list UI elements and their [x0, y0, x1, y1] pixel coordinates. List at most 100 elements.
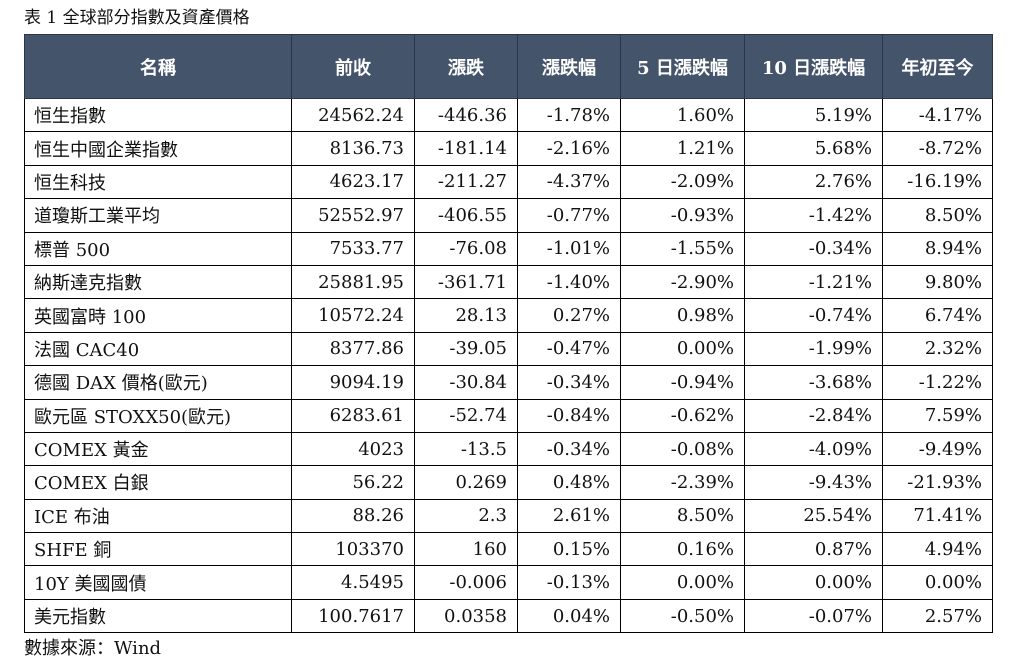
- cell-10d-change-pct: -4.09%: [744, 431, 883, 467]
- cell-name: 恒生中國企業指數: [24, 131, 292, 166]
- cell-change-pct: -0.34%: [517, 431, 621, 467]
- cell-change: -52.74: [414, 398, 518, 433]
- cell-ytd: 0.00%: [882, 565, 993, 600]
- cell-change: -406.55: [414, 198, 518, 233]
- cell-prev-close: 8136.73: [291, 131, 415, 166]
- cell-ytd: 7.59%: [882, 398, 993, 433]
- cell-change-pct: -2.16%: [517, 131, 621, 166]
- cell-5d-change-pct: 1.60%: [620, 97, 745, 133]
- cell-5d-change-pct: -2.09%: [620, 164, 745, 200]
- cell-10d-change-pct: -0.34%: [744, 231, 883, 266]
- cell-change: 0.0358: [414, 598, 518, 634]
- table-row: 恒生科技 4623.17 -211.27 -4.37% -2.09% 2.76% -16.1…: [24, 164, 993, 200]
- table-row: 德國 DAX 價格(歐元) 9094.19 -30.84 -0.34% -0.94% -3…: [24, 365, 993, 400]
- table-row: COMEX 白銀 56.22 0.269 0.48% -2.39% -9.43% -21.9…: [24, 465, 993, 500]
- header-10d-change-pct: 10 日漲跌幅: [744, 34, 883, 99]
- cell-name: 法國 CAC40: [24, 331, 292, 367]
- cell-10d-change-pct: -3.68%: [744, 365, 883, 400]
- cell-5d-change-pct: -0.62%: [620, 398, 745, 433]
- cell-5d-change-pct: 0.98%: [620, 298, 745, 333]
- cell-prev-close: 25881.95: [291, 264, 415, 300]
- cell-10d-change-pct: -2.84%: [744, 398, 883, 433]
- cell-change: 160: [414, 532, 518, 567]
- cell-name: 10Y 美國國債: [24, 565, 292, 600]
- cell-change: 0.269: [414, 465, 518, 500]
- cell-change-pct: -4.37%: [517, 164, 621, 200]
- cell-prev-close: 9094.19: [291, 365, 415, 400]
- cell-name: 恒生指數: [24, 97, 292, 133]
- cell-10d-change-pct: 0.87%: [744, 532, 883, 567]
- cell-change-pct: -0.34%: [517, 365, 621, 400]
- cell-ytd: 2.32%: [882, 331, 993, 367]
- cell-ytd: 71.41%: [882, 498, 993, 534]
- header-5d-change-pct: 5 日漲跌幅: [620, 34, 745, 99]
- cell-prev-close: 4023: [291, 431, 415, 467]
- cell-prev-close: 88.26: [291, 498, 415, 534]
- cell-10d-change-pct: -1.42%: [744, 198, 883, 233]
- cell-change-pct: 2.61%: [517, 498, 621, 534]
- cell-5d-change-pct: 0.00%: [620, 331, 745, 367]
- table-row: ICE 布油 88.26 2.3 2.61% 8.50% 25.54% 71.41%: [24, 498, 993, 534]
- cell-5d-change-pct: -0.94%: [620, 365, 745, 400]
- cell-prev-close: 4.5495: [291, 565, 415, 600]
- cell-change: -361.71: [414, 264, 518, 300]
- cell-name: 德國 DAX 價格(歐元): [24, 365, 292, 400]
- cell-ytd: -8.72%: [882, 131, 993, 166]
- cell-prev-close: 52552.97: [291, 198, 415, 233]
- cell-ytd: 4.94%: [882, 532, 993, 567]
- cell-ytd: -4.17%: [882, 97, 993, 133]
- cell-10d-change-pct: -1.99%: [744, 331, 883, 367]
- cell-ytd: 6.74%: [882, 298, 993, 333]
- header-name: 名稱: [24, 34, 292, 99]
- cell-5d-change-pct: 0.00%: [620, 565, 745, 600]
- cell-10d-change-pct: 2.76%: [744, 164, 883, 200]
- cell-name: 英國富時 100: [24, 298, 292, 333]
- cell-5d-change-pct: 0.16%: [620, 532, 745, 567]
- cell-prev-close: 10572.24: [291, 298, 415, 333]
- table-row: 納斯達克指數 25881.95 -361.71 -1.40% -2.90% -1.21% 9…: [24, 264, 993, 300]
- cell-10d-change-pct: 0.00%: [744, 565, 883, 600]
- cell-name: ICE 布油: [24, 498, 292, 534]
- cell-5d-change-pct: 8.50%: [620, 498, 745, 534]
- cell-change-pct: 0.15%: [517, 532, 621, 567]
- cell-10d-change-pct: -1.21%: [744, 264, 883, 300]
- table-row: 美元指數 100.7617 0.0358 0.04% -0.50% -0.07% 2.57%: [24, 598, 993, 634]
- cell-prev-close: 56.22: [291, 465, 415, 500]
- cell-name: 恒生科技: [24, 164, 292, 200]
- cell-5d-change-pct: -2.39%: [620, 465, 745, 500]
- table-header: 名稱 前收 漲跌 漲跌幅 5 日漲跌幅 10 日漲跌幅 年初至今: [24, 34, 993, 99]
- table-row: 法國 CAC40 8377.86 -39.05 -0.47% 0.00% -1.99% 2.…: [24, 331, 993, 367]
- market-data-table: 名稱 前收 漲跌 漲跌幅 5 日漲跌幅 10 日漲跌幅 年初至今 恒生指數 245…: [24, 34, 993, 634]
- cell-ytd: 2.57%: [882, 598, 993, 634]
- cell-10d-change-pct: -0.07%: [744, 598, 883, 634]
- cell-ytd: 8.94%: [882, 231, 993, 266]
- cell-prev-close: 100.7617: [291, 598, 415, 634]
- cell-5d-change-pct: -0.50%: [620, 598, 745, 634]
- cell-10d-change-pct: -9.43%: [744, 465, 883, 500]
- cell-prev-close: 6283.61: [291, 398, 415, 433]
- header-row: 名稱 前收 漲跌 漲跌幅 5 日漲跌幅 10 日漲跌幅 年初至今: [24, 34, 993, 99]
- cell-5d-change-pct: -2.90%: [620, 264, 745, 300]
- table-row: 歐元區 STOXX50(歐元) 6283.61 -52.74 -0.84% -0.62%…: [24, 398, 993, 433]
- cell-name: 標普 500: [24, 231, 292, 266]
- cell-prev-close: 103370: [291, 532, 415, 567]
- cell-change: -181.14: [414, 131, 518, 166]
- table-caption: 表 1 全球部分指數及資產價格: [24, 8, 250, 28]
- cell-change: -39.05: [414, 331, 518, 367]
- table-row: 恒生中國企業指數 8136.73 -181.14 -2.16% 1.21% 5.68% -8…: [24, 131, 993, 166]
- cell-ytd: -9.49%: [882, 431, 993, 467]
- cell-name: 美元指數: [24, 598, 292, 634]
- table-row: 道瓊斯工業平均 52552.97 -406.55 -0.77% -0.93% -1.42%…: [24, 198, 993, 233]
- data-source-note: 數據來源：Wind: [24, 638, 162, 659]
- cell-5d-change-pct: -1.55%: [620, 231, 745, 266]
- cell-change-pct: -1.40%: [517, 264, 621, 300]
- cell-name: 道瓊斯工業平均: [24, 198, 292, 233]
- cell-change: -211.27: [414, 164, 518, 200]
- cell-ytd: 8.50%: [882, 198, 993, 233]
- cell-change: -13.5: [414, 431, 518, 467]
- cell-prev-close: 7533.77: [291, 231, 415, 266]
- cell-change-pct: -1.78%: [517, 97, 621, 133]
- cell-change-pct: -0.47%: [517, 331, 621, 367]
- cell-change-pct: -1.01%: [517, 231, 621, 266]
- cell-name: SHFE 銅: [24, 532, 292, 567]
